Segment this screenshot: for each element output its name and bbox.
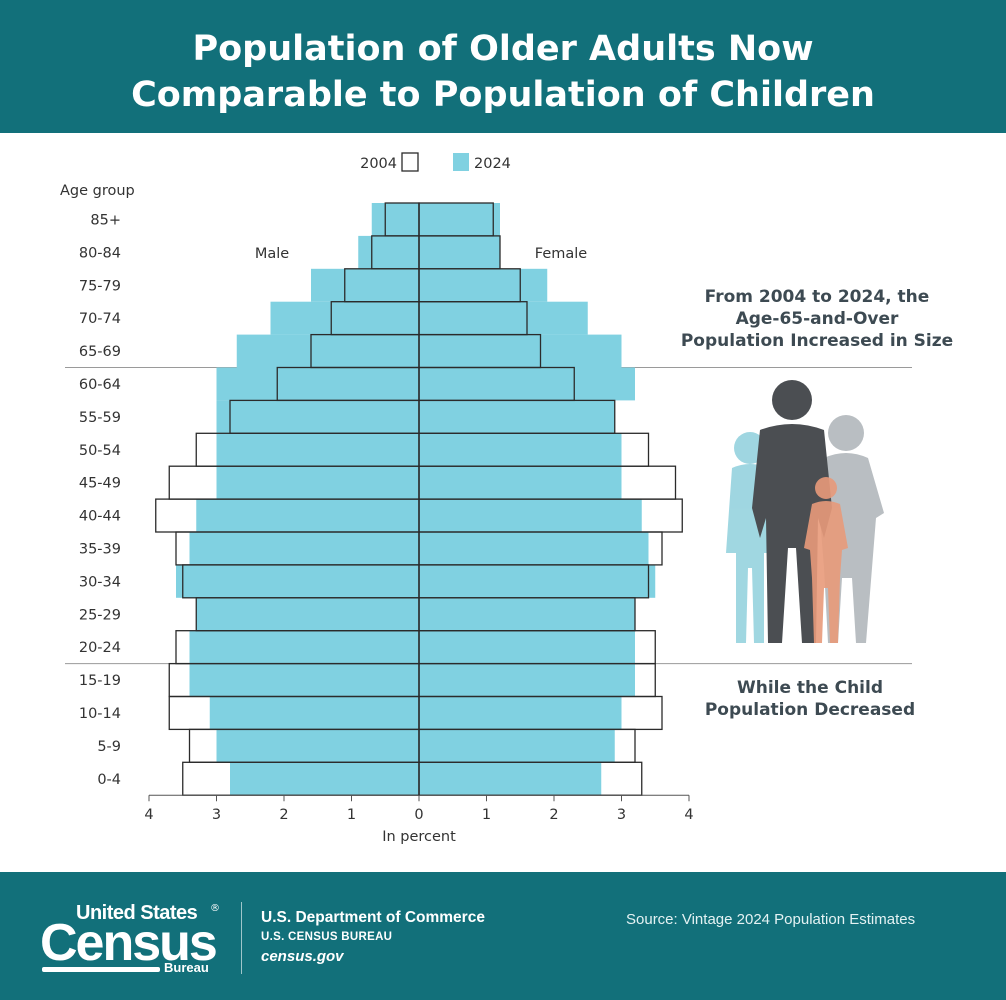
bar-2024-male bbox=[196, 499, 419, 532]
population-pyramid-chart: Age group 85+ 80-84 75-79 70-74 65-69 60-64 55-… bbox=[60, 152, 912, 845]
bar-2024-female bbox=[419, 235, 500, 269]
age-label: 25-29 bbox=[79, 607, 121, 623]
bar-2024-male bbox=[371, 203, 419, 236]
legend-swatch-2004 bbox=[401, 152, 419, 172]
caption-bottom-line-2: Population Decreased bbox=[704, 700, 916, 720]
age-label: 60-64 bbox=[79, 377, 121, 393]
census-bureau-logo: United States ® Census Bureau bbox=[40, 897, 225, 977]
family-silhouette-icon bbox=[726, 380, 884, 643]
age-label: 40-44 bbox=[79, 509, 121, 525]
bar-2024-male bbox=[176, 564, 419, 598]
bar-2024-male bbox=[216, 433, 419, 467]
legend-swatch-2024 bbox=[453, 153, 469, 171]
age-label: 0-4 bbox=[97, 772, 121, 788]
logo-underline bbox=[42, 967, 160, 972]
footer-website-link[interactable]: census.gov bbox=[261, 948, 344, 965]
bar-2024-female bbox=[419, 268, 548, 302]
bar-2024-male bbox=[189, 663, 419, 697]
title-line-1: Population of Older Adults Now bbox=[192, 29, 814, 69]
caption-top-line-1: From 2004 to 2024, the bbox=[704, 287, 930, 307]
bar-2024-female bbox=[419, 729, 615, 763]
age-label: 65-69 bbox=[79, 344, 121, 360]
bar-2024-female bbox=[419, 334, 622, 368]
header-banner: Population of Older Adults Now Comparabl… bbox=[0, 0, 1006, 133]
x-tick-label: 3 bbox=[212, 807, 221, 823]
bar-2024-female bbox=[419, 466, 622, 500]
footer-bureau: U.S. CENSUS BUREAU bbox=[261, 931, 393, 943]
bar-2024-male bbox=[358, 235, 419, 269]
legend-label-2004: 2004 bbox=[360, 156, 397, 172]
bar-2024-male bbox=[216, 367, 419, 401]
bar-2024-male bbox=[236, 334, 419, 368]
age-label: 50-54 bbox=[79, 443, 121, 459]
bar-2024-female bbox=[419, 762, 602, 796]
child-silhouette-icon bbox=[804, 477, 848, 643]
x-axis-label: In percent bbox=[382, 829, 456, 845]
x-tick-label: 4 bbox=[684, 807, 693, 823]
bar-2024-female bbox=[419, 532, 649, 565]
bar-2024-female bbox=[419, 696, 622, 730]
title-line-2: Comparable to Population of Children bbox=[131, 75, 875, 115]
caption-children: While the Child Population Decreased bbox=[660, 677, 960, 721]
bar-2024-male bbox=[270, 301, 419, 335]
bar-2024-female bbox=[419, 663, 635, 697]
side-label-male: Male bbox=[255, 246, 289, 262]
logo-text-bureau: Bureau bbox=[164, 960, 209, 975]
footer-banner bbox=[0, 872, 1006, 1000]
age-label: 45-49 bbox=[79, 476, 121, 492]
bar-2024-male bbox=[196, 597, 419, 631]
x-tick-label: 3 bbox=[617, 807, 626, 823]
footer-divider bbox=[241, 902, 242, 974]
age-label: 15-19 bbox=[79, 673, 121, 689]
age-label: 55-59 bbox=[79, 410, 121, 426]
caption-bottom-line-1: While the Child bbox=[736, 678, 884, 698]
bar-2024-male bbox=[216, 400, 419, 434]
bar-2024-female bbox=[419, 499, 642, 532]
bar-2024-female bbox=[419, 301, 588, 335]
age-label: 75-79 bbox=[79, 278, 121, 294]
bar-2024-female bbox=[419, 367, 635, 401]
registered-mark-icon: ® bbox=[210, 903, 220, 914]
bar-2024-female bbox=[419, 433, 622, 467]
bar-2024-female bbox=[419, 203, 500, 236]
bar-2024-male bbox=[311, 268, 419, 302]
logo-text-united-states: United States bbox=[76, 902, 198, 924]
x-tick-label: 0 bbox=[414, 807, 423, 823]
age-label: 85+ bbox=[90, 212, 121, 228]
bar-2024-female bbox=[419, 597, 635, 631]
bar-2024-male bbox=[230, 762, 419, 796]
x-tick-label: 1 bbox=[482, 807, 491, 823]
age-label: 80-84 bbox=[79, 245, 121, 261]
logo-text-census: Census bbox=[40, 914, 218, 972]
bar-2024-male bbox=[209, 696, 419, 730]
age-label: 10-14 bbox=[79, 706, 121, 722]
footer-source: Source: Vintage 2024 Population Estimate… bbox=[626, 911, 916, 928]
x-tick-label: 1 bbox=[347, 807, 356, 823]
bar-2024-male bbox=[216, 729, 419, 763]
age-label: 20-24 bbox=[79, 640, 121, 656]
bar-2024-female bbox=[419, 564, 656, 598]
caption-top-line-2: Age-65-and-Over bbox=[735, 309, 899, 329]
x-tick-label: 2 bbox=[279, 807, 288, 823]
bar-2024-male bbox=[189, 630, 419, 664]
caption-top-line-3: Population Increased in Size bbox=[680, 331, 954, 351]
page-title: Population of Older Adults Now Comparabl… bbox=[0, 26, 1006, 118]
x-tick-label: 2 bbox=[549, 807, 558, 823]
x-tick-label: 4 bbox=[144, 807, 153, 823]
bar-2024-male bbox=[189, 532, 419, 565]
footer-department: U.S. Department of Commerce bbox=[261, 909, 485, 926]
legend-label-2024: 2024 bbox=[474, 156, 511, 172]
side-label-female: Female bbox=[535, 246, 588, 262]
age-label: 30-34 bbox=[79, 574, 121, 590]
age-label: 5-9 bbox=[97, 739, 121, 755]
age-label: 70-74 bbox=[79, 311, 121, 327]
bar-2024-male bbox=[216, 466, 419, 500]
age-label: 35-39 bbox=[79, 541, 121, 557]
bar-2024-female bbox=[419, 630, 635, 664]
age-group-header: Age group bbox=[60, 183, 135, 199]
caption-older-adults: From 2004 to 2024, the Age-65-and-Over P… bbox=[650, 286, 984, 352]
bar-2024-female bbox=[419, 400, 615, 434]
man-silhouette-icon bbox=[752, 380, 832, 643]
